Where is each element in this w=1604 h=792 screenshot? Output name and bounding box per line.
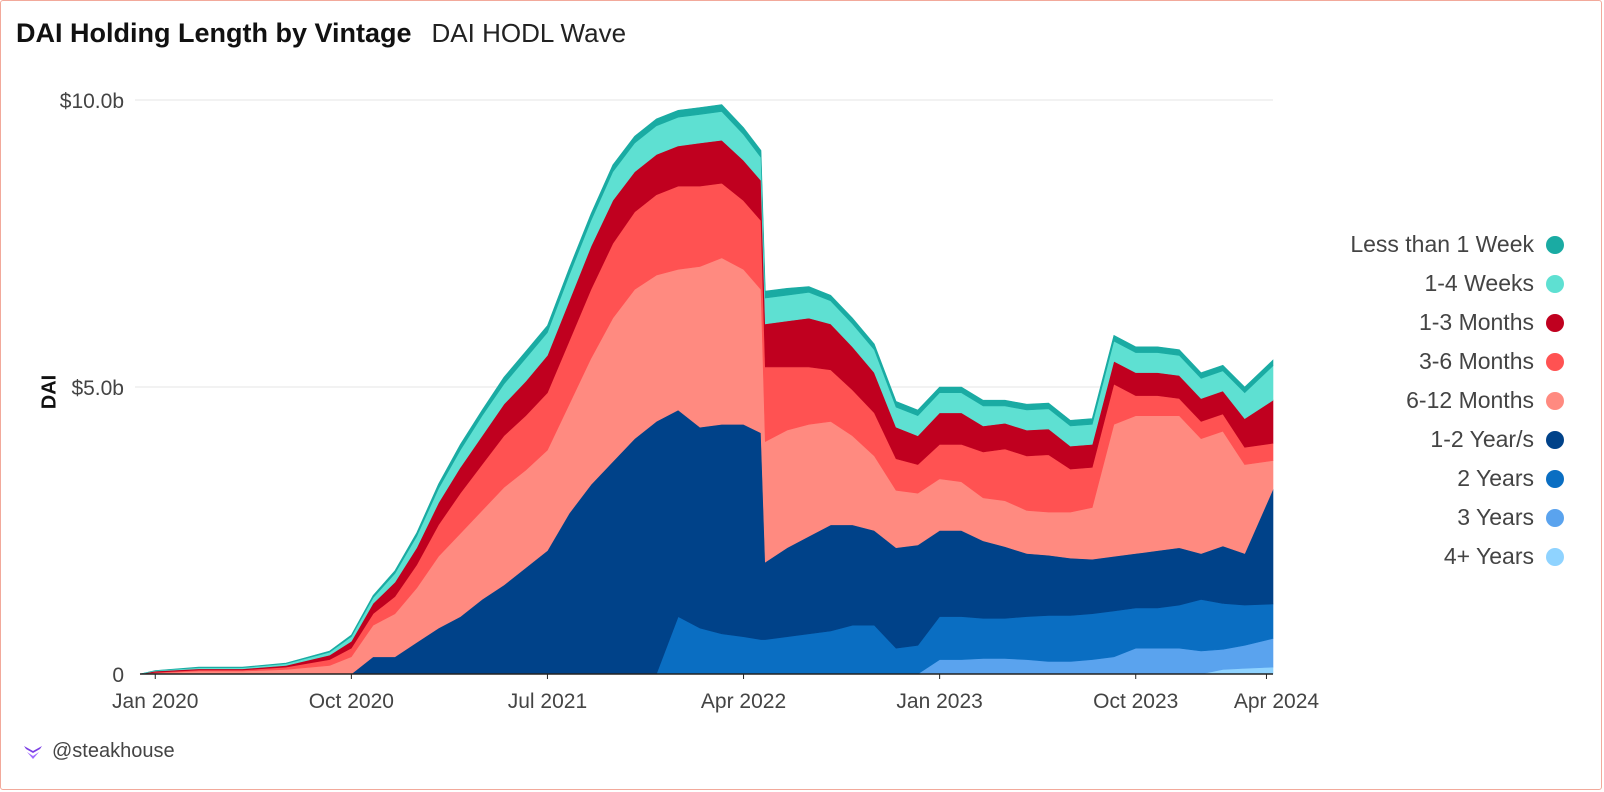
legend-swatch-icon bbox=[1546, 235, 1564, 254]
legend-swatch-icon bbox=[1546, 469, 1564, 488]
legend-label: 2 Years bbox=[1457, 465, 1534, 491]
title-bar: DAI Holding Length by Vintage DAI HODL W… bbox=[16, 18, 626, 54]
legend-swatch-icon bbox=[1546, 508, 1564, 527]
legend-label: 3-6 Months bbox=[1418, 348, 1534, 374]
x-tick-label: Jan 2023 bbox=[896, 690, 982, 713]
series-areas bbox=[139, 104, 1274, 675]
legend-swatch-icon bbox=[1546, 313, 1564, 332]
y-tick-label: $10.0b bbox=[60, 90, 124, 113]
legend-item-1-2-year-s[interactable]: 1-2 Year/s bbox=[1350, 420, 1564, 459]
legend-swatch-icon bbox=[1546, 391, 1564, 410]
legend-swatch-icon bbox=[1546, 352, 1564, 371]
legend-item-3-years[interactable]: 3 Years bbox=[1350, 498, 1564, 537]
x-tick-label: Apr 2024 bbox=[1234, 690, 1320, 713]
legend-label: 6-12 Months bbox=[1406, 387, 1534, 413]
legend-label: 4+ Years bbox=[1443, 543, 1534, 569]
legend-label: 1-3 Months bbox=[1418, 309, 1534, 335]
legend-label: 1-2 Year/s bbox=[1430, 426, 1534, 452]
x-tick-label: Oct 2023 bbox=[1093, 690, 1178, 713]
legend-item-1-3-months[interactable]: 1-3 Months bbox=[1350, 303, 1564, 342]
chart-title: DAI Holding Length by Vintage bbox=[16, 18, 412, 48]
legend-label: 1-4 Weeks bbox=[1424, 270, 1534, 296]
legend-item-1-4-weeks[interactable]: 1-4 Weeks bbox=[1350, 264, 1564, 303]
y-axis-label: DAI bbox=[38, 374, 61, 410]
y-tick-label: $5.0b bbox=[71, 377, 124, 400]
chart-subtitle: DAI HODL Wave bbox=[431, 18, 627, 48]
legend-swatch-icon bbox=[1546, 547, 1564, 566]
legend-item-less-than-1-week[interactable]: Less than 1 Week bbox=[1350, 225, 1564, 264]
legend-label: 3 Years bbox=[1457, 504, 1534, 530]
legend-item-3-6-months[interactable]: 3-6 Months bbox=[1350, 342, 1564, 381]
axis-layer: 0 $5.0b $10.0b Jan 2020 Oct 2020 Jul 2021 Apr … bbox=[60, 90, 1320, 713]
legend-item-4-years[interactable]: 4+ Years bbox=[1350, 537, 1564, 576]
x-tick-label: Oct 2020 bbox=[309, 690, 394, 713]
y-tick-label: 0 bbox=[112, 664, 124, 687]
brand: @steakhouse bbox=[22, 740, 175, 763]
legend-item-2-years[interactable]: 2 Years bbox=[1350, 459, 1564, 498]
steakhouse-logo-icon bbox=[24, 745, 42, 759]
brand-handle: @steakhouse bbox=[52, 740, 175, 762]
legend-item-6-12-months[interactable]: 6-12 Months bbox=[1350, 381, 1564, 420]
legend-swatch-icon bbox=[1546, 274, 1564, 293]
x-tick-label: Apr 2022 bbox=[701, 690, 786, 713]
x-tick-label: Jan 2020 bbox=[112, 690, 198, 713]
series-area-less-than-1-week bbox=[139, 104, 1274, 675]
x-tick-label: Jul 2021 bbox=[508, 690, 587, 713]
chart-legend: Less than 1 Week 1-4 Weeks 1-3 Months 3-6 M… bbox=[1350, 225, 1564, 576]
legend-swatch-icon bbox=[1546, 430, 1564, 449]
legend-label: Less than 1 Week bbox=[1350, 231, 1534, 257]
